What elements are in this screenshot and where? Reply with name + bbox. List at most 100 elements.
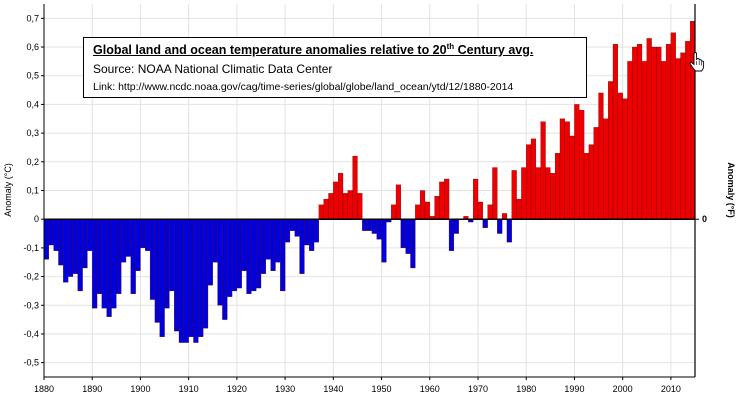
bar-1995: [598, 92, 604, 220]
bar-1984: [545, 167, 551, 220]
bar-2002: [632, 46, 638, 220]
y-tick-label: -0,1: [23, 243, 39, 253]
bar-1971: [482, 219, 488, 228]
bar-1914: [207, 219, 213, 286]
bar-1907: [174, 219, 180, 332]
bar-1929: [280, 219, 286, 292]
bar-1972: [487, 204, 493, 220]
bar-1941: [338, 173, 344, 220]
chart-link[interactable]: Link: http://www.ncdc.noaa.gov/cag/time-…: [93, 81, 514, 94]
y-tick-label: 0,4: [26, 99, 39, 109]
y2-axis-title: Anomaly (°F): [726, 162, 736, 218]
bar-1986: [555, 153, 561, 220]
bar-2014: [690, 21, 696, 220]
bar-1882: [53, 219, 59, 251]
bar-1919: [231, 219, 238, 292]
bar-2004: [641, 61, 647, 220]
y-axis-title: Anomaly (°C): [3, 163, 13, 217]
bar-2010: [670, 32, 676, 220]
x-tick-label: 1970: [468, 384, 488, 394]
chart-title-main: Global land and ocean temperature anomal…: [93, 43, 447, 58]
bar-1991: [579, 110, 585, 220]
y-tick-label: 0,1: [26, 186, 39, 196]
chart-title-suffix: Century avg.: [454, 43, 534, 58]
bar-1900: [140, 219, 146, 249]
bar-1945: [357, 193, 363, 220]
bar-1990: [574, 104, 580, 220]
bar-1888: [82, 219, 88, 269]
bar-1893: [106, 219, 112, 317]
bar-1905: [164, 219, 170, 309]
bar-1940: [333, 181, 339, 220]
bar-1881: [48, 219, 54, 246]
bar-1904: [159, 219, 165, 337]
bar-1946: [362, 219, 368, 231]
x-tick-label: 2000: [613, 384, 633, 394]
bar-1921: [241, 219, 247, 271]
bar-1980: [526, 144, 532, 220]
bar-1935: [309, 219, 315, 251]
bar-1943: [347, 190, 353, 220]
bar-2012: [680, 52, 686, 220]
bar-1965: [453, 219, 459, 234]
bar-1913: [202, 219, 209, 329]
bar-1976: [506, 219, 512, 243]
bar-1969: [473, 178, 479, 220]
bar-1933: [299, 219, 305, 274]
chart-source: Source: NOAA National Climatic Data Cent…: [93, 62, 333, 77]
bar-1954: [400, 219, 406, 249]
bar-1947: [366, 219, 373, 231]
bar-1956: [410, 219, 416, 269]
y-tick-label: -0,2: [23, 272, 39, 282]
bar-1955: [405, 219, 411, 254]
bar-1924: [256, 219, 262, 289]
x-tick-label: 1990: [564, 384, 584, 394]
y-tick-label: 0: [34, 214, 39, 224]
bar-2003: [636, 44, 643, 220]
bar-1997: [608, 81, 614, 220]
bar-1920: [236, 219, 242, 289]
x-tick-label: 1900: [130, 384, 150, 394]
bar-1953: [395, 184, 401, 220]
x-tick-label: 1880: [34, 384, 54, 394]
bar-1885: [67, 219, 74, 277]
bar-1899: [135, 219, 141, 271]
bar-1959: [424, 201, 430, 220]
y-tick-label: -0,5: [23, 358, 39, 368]
y-tick-label: -0,4: [23, 329, 39, 339]
bar-1923: [251, 219, 257, 292]
y-tick-label: 0,5: [26, 71, 39, 81]
bar-1993: [588, 144, 594, 220]
bar-1931: [289, 219, 295, 231]
bar-1918: [227, 219, 233, 297]
bar-1992: [583, 153, 590, 220]
bar-2000: [622, 98, 628, 220]
bar-1978: [516, 198, 522, 220]
bar-1911: [193, 219, 199, 343]
bar-1985: [550, 173, 556, 220]
x-tick-label: 1950: [372, 384, 392, 394]
bar-2009: [665, 44, 672, 220]
bar-1886: [72, 219, 78, 274]
x-tick-label: 1980: [516, 384, 536, 394]
bar-1962: [439, 181, 445, 220]
bar-1934: [304, 219, 310, 246]
bar-1898: [130, 219, 136, 294]
bar-1963: [444, 178, 450, 220]
bar-1884: [63, 219, 69, 283]
bar-1903: [154, 219, 160, 323]
bar-1908: [178, 219, 184, 343]
bar-1883: [58, 219, 64, 266]
bar-1895: [116, 219, 122, 294]
bar-1897: [125, 219, 131, 257]
chart-title-superscript: th: [446, 42, 455, 51]
bar-1925: [260, 219, 266, 274]
bar-1970: [477, 201, 483, 220]
hand-cursor-icon: [689, 52, 705, 72]
y-tick-label: -0,3: [23, 300, 39, 310]
y2-tick-label: 0: [702, 214, 707, 224]
y-tick-label: 0,6: [26, 42, 39, 52]
x-tick-label: 1920: [227, 384, 247, 394]
bar-2007: [656, 46, 662, 220]
bar-1942: [342, 193, 348, 220]
